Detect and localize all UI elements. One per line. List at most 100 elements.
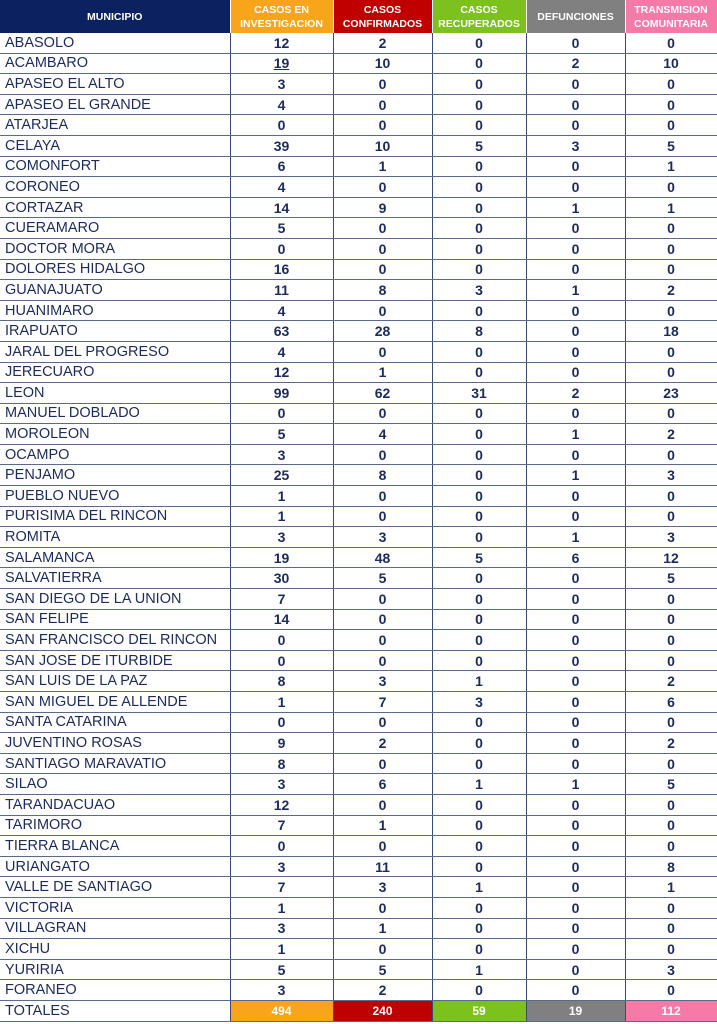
table-row: JUVENTINO ROSAS 9 2 0 0 2 [0,732,717,754]
casos-recuperados-cell: 0 [432,650,527,672]
casos-confirmados-cell: 28 [333,320,433,342]
transmision-comunitaria-cell: 0 [625,979,717,1001]
casos-recuperados-cell: 0 [432,444,527,466]
table-row: MOROLEON 5 4 0 1 2 [0,423,717,445]
casos-confirmados-cell: 0 [333,238,433,260]
casos-confirmados-cell: 240 [333,1000,433,1022]
casos-confirmados-cell: 2 [333,33,433,54]
municipio-cell: GUANAJUATO [0,279,231,301]
casos-recuperados-cell: 0 [432,73,527,95]
defunciones-cell: 2 [526,53,626,75]
casos-recuperados-cell: 0 [432,33,527,54]
transmision-comunitaria-cell: 0 [625,815,717,837]
casos-en-investigacion-cell: 4 [230,341,334,363]
casos-recuperados-cell: 0 [432,897,527,919]
defunciones-cell: 0 [526,33,626,54]
transmision-comunitaria-cell: 10 [625,53,717,75]
table-row: ACAMBARO 19 10 0 2 10 [0,53,717,75]
casos-recuperados-cell: 0 [432,526,527,548]
municipio-cell: CUERAMARO [0,217,231,239]
casos-confirmados-cell: 0 [333,403,433,425]
transmision-comunitaria-cell: 0 [625,73,717,95]
table-row: COMONFORT 6 1 0 0 1 [0,156,717,178]
casos-en-investigacion-cell: 6 [230,156,334,178]
casos-confirmados-cell: 8 [333,464,433,487]
casos-en-investigacion-cell: 494 [230,1000,334,1022]
casos-confirmados-cell: 0 [333,300,433,322]
casos-en-investigacion-cell: 30 [230,567,334,590]
transmision-comunitaria-cell: 0 [625,835,717,857]
table-row: FORANEO 3 2 0 0 0 [0,979,717,1001]
casos-en-investigacion-cell: 8 [230,753,334,775]
header-defunciones: DEFUNCIONES [526,0,626,33]
header-casos-recuperados: CASOS RECUPERADOS [432,0,527,33]
municipio-cell: FORANEO [0,979,231,1001]
casos-confirmados-cell: 9 [333,197,433,219]
transmision-comunitaria-cell: 0 [625,938,717,960]
casos-confirmados-cell: 0 [333,588,433,610]
defunciones-cell: 0 [526,897,626,919]
casos-en-investigacion-cell: 3 [230,918,334,940]
defunciones-cell: 0 [526,815,626,837]
casos-recuperados-cell: 8 [432,320,527,342]
casos-confirmados-cell: 2 [333,732,433,754]
casos-recuperados-cell: 0 [432,712,527,734]
defunciones-cell: 0 [526,835,626,857]
casos-recuperados-cell: 0 [432,609,527,631]
header-municipio: MUNICIPIO [0,0,231,33]
defunciones-cell: 2 [526,382,626,404]
table-row: SAN FRANCISCO DEL RINCON 0 0 0 0 0 [0,629,717,651]
table-row: XICHU 1 0 0 0 0 [0,938,717,960]
totals-row: TOTALES 494 240 59 19 112 [0,1000,717,1022]
casos-recuperados-cell: 0 [432,918,527,940]
transmision-comunitaria-cell: 0 [625,506,717,528]
municipio-cell: SAN FRANCISCO DEL RINCON [0,629,231,651]
municipio-cell: APASEO EL GRANDE [0,94,231,116]
transmision-comunitaria-cell: 12 [625,547,717,569]
defunciones-cell: 0 [526,362,626,384]
defunciones-cell: 0 [526,506,626,528]
transmision-comunitaria-cell: 2 [625,670,717,692]
transmision-comunitaria-cell: 18 [625,320,717,342]
municipio-cell: PURISIMA DEL RINCON [0,506,231,528]
casos-confirmados-cell: 5 [333,959,433,981]
transmision-comunitaria-cell: 0 [625,588,717,610]
casos-confirmados-cell: 11 [333,856,433,878]
casos-en-investigacion-cell: 16 [230,259,334,281]
table-row: SALVATIERRA 30 5 0 0 5 [0,567,717,590]
casos-recuperados-cell: 0 [432,300,527,322]
table-row: TARANDACUAO 12 0 0 0 0 [0,794,717,816]
table-row: HUANIMARO 4 0 0 0 0 [0,300,717,322]
casos-recuperados-cell: 0 [432,567,527,590]
casos-recuperados-cell: 0 [432,753,527,775]
casos-en-investigacion-cell: 1 [230,691,334,713]
municipio-cell: ATARJEA [0,114,231,136]
municipio-cell: ABASOLO [0,33,231,54]
defunciones-cell: 1 [526,279,626,301]
table-row: DOLORES HIDALGO 16 0 0 0 0 [0,259,717,281]
municipio-cell: LEON [0,382,231,404]
transmision-comunitaria-cell: 0 [625,650,717,672]
defunciones-cell: 0 [526,794,626,816]
municipio-cell: ROMITA [0,526,231,548]
defunciones-cell: 0 [526,856,626,878]
table-row: PENJAMO 25 8 0 1 3 [0,464,717,487]
table-row: LEON 99 62 31 2 23 [0,382,717,404]
casos-confirmados-cell: 1 [333,918,433,940]
transmision-comunitaria-cell: 0 [625,33,717,54]
defunciones-cell: 0 [526,300,626,322]
casos-confirmados-cell: 10 [333,53,433,75]
casos-en-investigacion-cell: 25 [230,464,334,487]
transmision-comunitaria-cell: 0 [625,712,717,734]
municipio-cell: MOROLEON [0,423,231,445]
municipio-cell: CORTAZAR [0,197,231,219]
casos-confirmados-cell: 1 [333,362,433,384]
defunciones-cell: 0 [526,876,626,898]
casos-recuperados-cell: 0 [432,506,527,528]
transmision-comunitaria-cell: 8 [625,856,717,878]
municipio-cell: APASEO EL ALTO [0,73,231,95]
defunciones-cell: 0 [526,176,626,198]
casos-recuperados-cell: 0 [432,423,527,445]
casos-en-investigacion-cell: 3 [230,526,334,548]
municipio-cell: COMONFORT [0,156,231,178]
